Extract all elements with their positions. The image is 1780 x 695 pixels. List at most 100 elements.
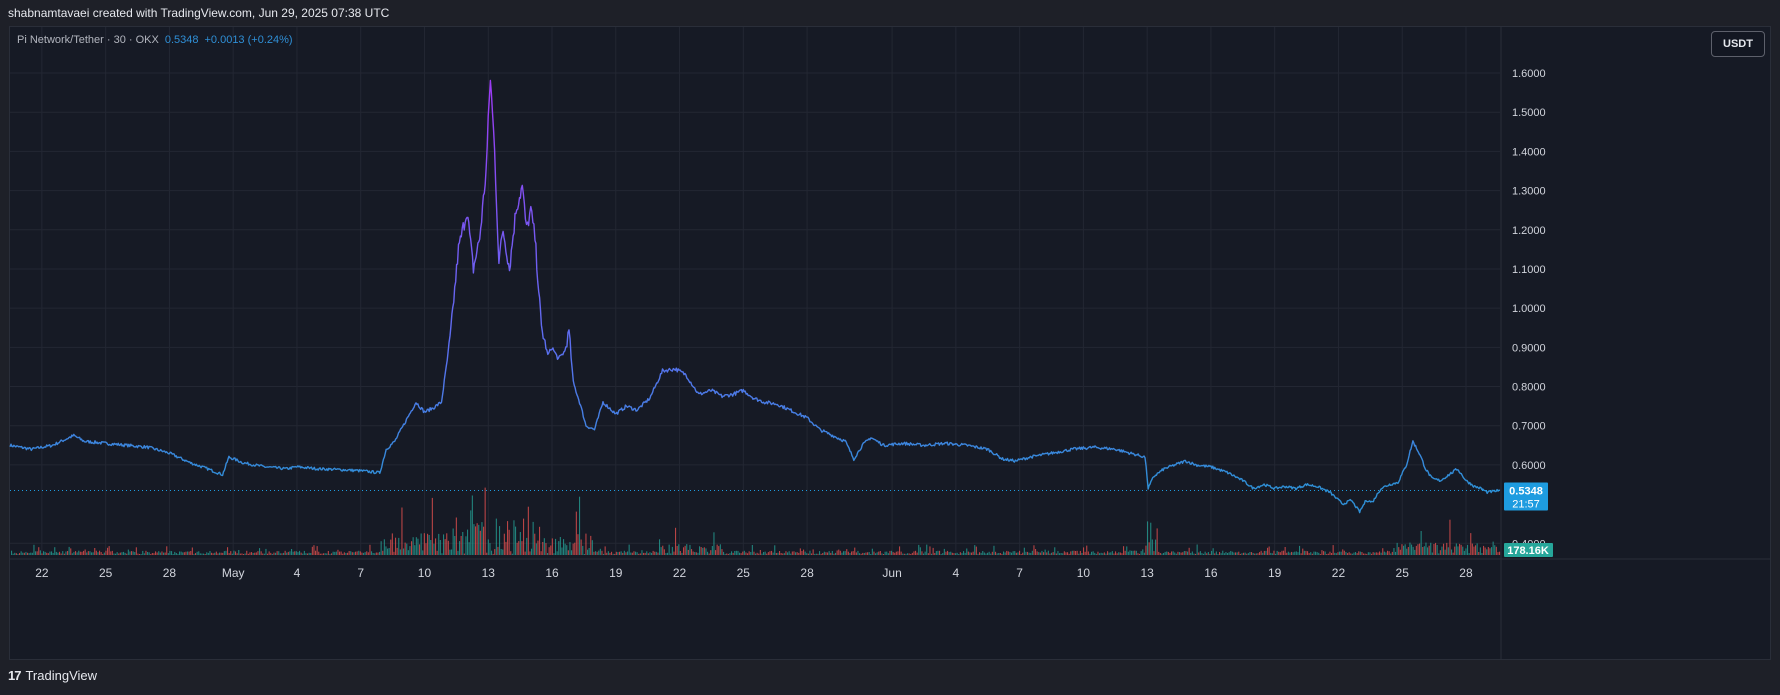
time-axis: 22 25 28 May 4 7 10 13 16 19 22 25 28 Jun 4 7 10 13 16 19 22… xyxy=(35,566,1473,580)
volume-bar xyxy=(507,521,509,555)
volume-bar xyxy=(124,552,126,555)
volume-bar xyxy=(1033,545,1035,555)
volume-bar xyxy=(590,535,592,555)
volume-bar xyxy=(527,506,529,555)
volume-bar xyxy=(108,546,110,555)
volume-bar xyxy=(777,552,779,555)
volume-bar xyxy=(1323,551,1325,555)
volume-bar xyxy=(1359,551,1361,555)
volume-bar xyxy=(767,552,769,555)
volume-bar xyxy=(207,552,209,555)
volume-bar xyxy=(1031,550,1033,555)
x-tick-label: 25 xyxy=(737,566,751,580)
volume-bar xyxy=(177,553,179,555)
volume-bar xyxy=(980,552,982,555)
volume-bar xyxy=(342,553,344,555)
volume-bar xyxy=(244,553,246,555)
volume-bar xyxy=(1329,551,1331,555)
volume-bar xyxy=(585,533,587,555)
volume-bar xyxy=(334,551,336,555)
volume-bar xyxy=(1150,522,1152,555)
volume-bar xyxy=(951,552,953,555)
volume-bar xyxy=(353,552,355,555)
volume-bar xyxy=(524,551,526,555)
volume-bar xyxy=(83,550,85,555)
volume-bar xyxy=(831,551,833,555)
volume-bar xyxy=(412,537,414,555)
volume-bar xyxy=(241,553,243,555)
volume-bar xyxy=(673,551,675,555)
volume-bar xyxy=(75,551,77,555)
volume-bar xyxy=(1100,552,1102,555)
volume-bar xyxy=(971,552,973,555)
volume-bar xyxy=(1223,553,1225,555)
volume-bar xyxy=(604,546,606,555)
volume-bar xyxy=(239,553,241,555)
volume-bar xyxy=(1182,552,1184,555)
volume-bar xyxy=(1094,552,1096,555)
volume-bar xyxy=(1083,547,1085,555)
tradingview-logo-icon: 17 xyxy=(8,668,22,683)
volume-bar xyxy=(351,552,353,555)
volume-bar xyxy=(323,553,325,555)
volume-bar xyxy=(22,552,24,555)
footer-brand[interactable]: 17 TradingView xyxy=(8,668,97,683)
volume-bar xyxy=(99,550,101,555)
volume-bar xyxy=(724,553,726,555)
volume-bar xyxy=(220,552,222,555)
volume-bar xyxy=(697,552,699,555)
volume-bar xyxy=(356,551,358,555)
volume-bar xyxy=(1310,552,1312,555)
volume-bar xyxy=(127,549,129,555)
volume-bar xyxy=(1327,553,1329,555)
volume-bar xyxy=(171,551,173,555)
volume-bar xyxy=(708,553,710,555)
volume-bar xyxy=(257,551,259,555)
volume-bar xyxy=(892,552,894,555)
volume-bar xyxy=(1289,552,1291,555)
volume-bar xyxy=(833,553,835,555)
volume-bar xyxy=(1078,553,1080,555)
volume-bar xyxy=(321,553,323,555)
volume-bar xyxy=(1102,553,1104,555)
volume-bar xyxy=(1163,553,1165,555)
volume-bar xyxy=(731,551,733,555)
volume-bar xyxy=(262,553,264,555)
volume-bar xyxy=(561,547,563,555)
volume-bar xyxy=(943,548,945,555)
volume-bar xyxy=(1375,552,1377,555)
volume-bar xyxy=(1060,553,1062,555)
volume-bar xyxy=(1321,550,1323,555)
volume-bar xyxy=(1167,551,1169,555)
volume-bar xyxy=(271,553,273,555)
currency-button[interactable]: USDT xyxy=(1711,31,1765,57)
volume-bar xyxy=(1124,550,1126,555)
volume-bar xyxy=(212,553,214,555)
volume-bar xyxy=(681,552,683,555)
volume-bar xyxy=(729,553,731,555)
volume-bar xyxy=(1059,553,1061,555)
volume-bar xyxy=(23,552,25,555)
volume-bar xyxy=(1158,551,1160,555)
attribution-bar: shabnamtavaei created with TradingView.c… xyxy=(0,0,1780,26)
volume-bar xyxy=(1209,553,1211,555)
symbol-legend[interactable]: Pi Network/Tether · 30 · OKX 0.5348 +0.0… xyxy=(17,34,293,46)
x-tick-label: 13 xyxy=(1140,566,1154,580)
volume-bar xyxy=(1254,553,1256,555)
volume-bar xyxy=(441,553,443,555)
volume-bar xyxy=(113,553,115,555)
volume-bar xyxy=(695,552,697,555)
volume-bar xyxy=(92,552,94,555)
volume-bar xyxy=(276,551,278,555)
volume-bar xyxy=(820,553,822,555)
x-tick-label: 4 xyxy=(294,566,301,580)
volume-bar xyxy=(1307,551,1309,555)
volume-bar xyxy=(1299,545,1301,555)
volume-bar xyxy=(692,551,694,555)
volume-bar xyxy=(283,552,285,555)
volume-bar xyxy=(286,552,288,555)
volume-bar xyxy=(1422,547,1424,555)
volume-bar xyxy=(411,541,413,555)
